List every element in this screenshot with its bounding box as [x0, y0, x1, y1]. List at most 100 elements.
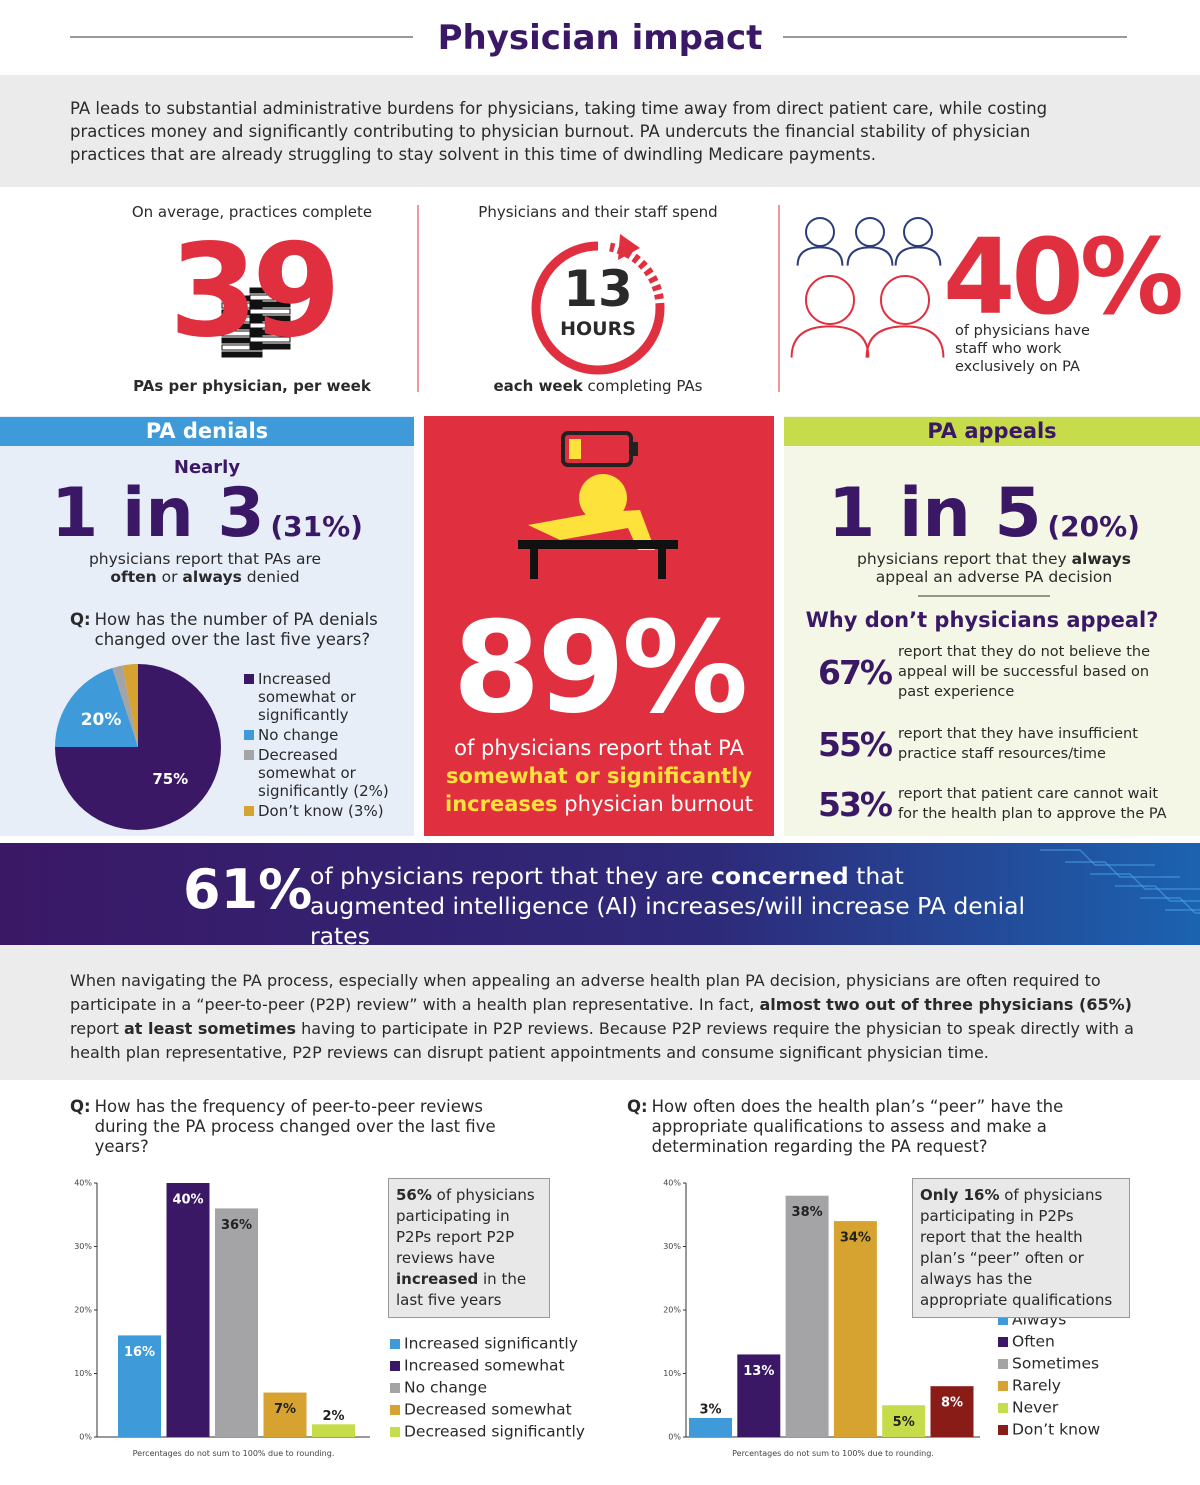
- legend-label: Rarely: [1012, 1377, 1061, 1395]
- panel-band: [784, 417, 1200, 446]
- text-run: When navigating the PA process, especial…: [70, 971, 1101, 1014]
- circuit: [1040, 849, 1155, 866]
- bar: [882, 1405, 926, 1437]
- y-tick-label: 10%: [663, 1369, 681, 1378]
- bold-run: Only 16%: [920, 1186, 1000, 1204]
- legend-swatch: [390, 1339, 400, 1349]
- text-run: of physicians report that PA: [454, 736, 744, 760]
- text-run: physicians report that they: [857, 550, 1072, 568]
- doctor-body: [865, 325, 945, 358]
- legend-swatch: [998, 1381, 1008, 1391]
- callout: Only 16% of physicians participating in …: [912, 1178, 1130, 1318]
- legend-label: Increased somewhat: [404, 1357, 565, 1375]
- table-leg: [658, 545, 666, 579]
- footnote: Percentages do not sum to 100% due to ro…: [732, 1449, 934, 1458]
- doctor-body: [796, 246, 844, 266]
- footnote: Percentages do not sum to 100% due to ro…: [133, 1449, 335, 1458]
- legend-swatch: [244, 750, 254, 760]
- y-tick-label: 20%: [74, 1306, 92, 1315]
- question: Q: How has the number of PA denials chang…: [70, 610, 400, 650]
- panel-heading: PA denials: [145, 419, 269, 443]
- caption: of physicians report that PA somewhat or…: [440, 734, 758, 818]
- stat-caption: each week completing PAs: [448, 377, 748, 395]
- y-tick-label: 0%: [79, 1433, 92, 1442]
- legend-label: Decreased somewhat or significantly (2%): [258, 746, 389, 800]
- reason-figure: 53%: [818, 784, 893, 824]
- text-run: physician burnout: [557, 792, 753, 816]
- stat-figure: 39: [168, 217, 341, 366]
- text-run: in the last five years: [396, 1270, 527, 1309]
- band: [0, 945, 1200, 1080]
- figure: 1 in 3: [51, 474, 265, 553]
- bold-run: increased: [396, 1270, 479, 1288]
- legend-swatch: [244, 730, 254, 740]
- stack-sheet: [249, 329, 291, 336]
- stack-sheet: [249, 322, 291, 329]
- text-run: denied: [241, 568, 300, 586]
- legend-label: Don’t know: [1012, 1421, 1100, 1439]
- circuit: [1140, 897, 1200, 914]
- battery-level: [569, 439, 581, 459]
- doctor-head: [805, 275, 855, 325]
- y-tick-label: 40%: [663, 1179, 681, 1188]
- legend-label: Never: [1012, 1399, 1059, 1417]
- stat-unit: HOURS: [560, 318, 636, 340]
- bar: [689, 1417, 732, 1437]
- text-run: of physicians participating in P2Ps repo…: [920, 1186, 1113, 1309]
- bold-run: 56%: [396, 1186, 432, 1204]
- stat-figure: 13: [563, 260, 633, 318]
- figure-note: (31%): [270, 510, 363, 543]
- y-tick-label: 20%: [663, 1306, 681, 1315]
- stack-sheet: [249, 294, 291, 301]
- legend-swatch: [998, 1403, 1008, 1413]
- person-head: [579, 474, 627, 522]
- reason-text: report that they have insufficient pract…: [898, 726, 1138, 762]
- bold-run: each week: [493, 377, 583, 395]
- bar: [263, 1392, 307, 1437]
- stack-sheet: [249, 336, 291, 343]
- question-label: Q:: [70, 1097, 91, 1116]
- bold-run: often: [110, 568, 157, 586]
- bold-run: somewhat or significantly increases: [445, 764, 752, 816]
- pie-slice: [112, 665, 138, 747]
- question: Q: How often does the health plan’s “peer…: [627, 1097, 1137, 1157]
- bold-run: almost two out of three physicians (65%): [759, 995, 1132, 1014]
- y-tick-label: 30%: [663, 1242, 681, 1251]
- legend-entry: Don’t know (3%): [244, 802, 394, 820]
- page-title: Physician impact: [437, 18, 763, 58]
- text-run: that augmented intelligence (AI) increas…: [310, 862, 1026, 950]
- value-label: 40%: [172, 1193, 203, 1208]
- legend-entry: Decreased somewhat or significantly (2%): [244, 746, 394, 800]
- value-label: 38%: [792, 1205, 823, 1220]
- figure: 1 in 5: [828, 474, 1042, 553]
- doctor-body: [790, 325, 870, 358]
- figure-note: (20%): [1047, 510, 1140, 543]
- pie-label: 75%: [152, 770, 188, 788]
- legend-swatch: [390, 1383, 400, 1393]
- band: [0, 75, 1200, 187]
- legend-swatch: [998, 1359, 1008, 1369]
- bold-run: concerned: [710, 862, 849, 890]
- figure: 89%: [452, 594, 749, 741]
- table-leg: [530, 545, 538, 579]
- ai-text: of physicians report that they are conce…: [310, 861, 1030, 951]
- legend-swatch: [390, 1361, 400, 1371]
- question: Q: How has the frequency of peer-to-peer …: [70, 1097, 540, 1157]
- reason-text: report that patient care cannot wait for…: [898, 786, 1167, 822]
- text-run: physicians report that PAs are: [88, 550, 322, 568]
- bold-run: PAs per physician, per week: [133, 377, 371, 395]
- value-label: 13%: [743, 1364, 774, 1379]
- value-label: 36%: [221, 1218, 252, 1233]
- bar: [833, 1221, 877, 1437]
- circuit: [1065, 861, 1180, 878]
- legend-label: Increased significantly: [404, 1335, 578, 1353]
- reason: 67% report that they do not believe the a…: [818, 642, 1178, 702]
- legend-swatch: [390, 1427, 400, 1437]
- value-label: 7%: [274, 1402, 296, 1417]
- bar: [118, 1335, 161, 1437]
- reason: 55% report that they have insufficient pr…: [818, 724, 1178, 764]
- panel: [784, 416, 1200, 836]
- battery-cap: [632, 442, 638, 456]
